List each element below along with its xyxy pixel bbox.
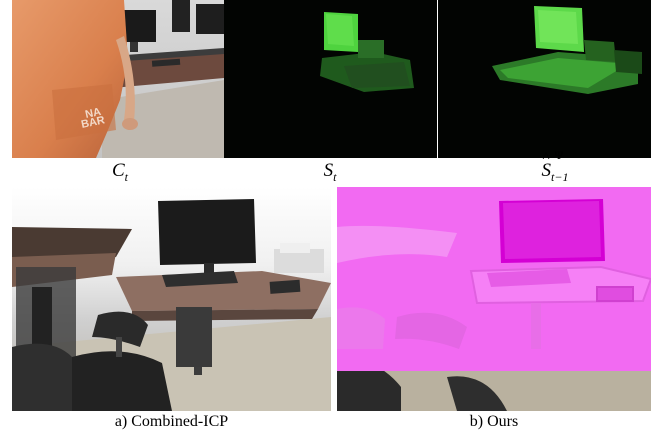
rgb-frame-panel: NA BAR [12, 0, 224, 158]
caption-ct-sub: t [125, 170, 128, 184]
caption-combined-icp: a) Combined-ICP [12, 413, 331, 431]
caption-st-symbol: S [324, 160, 334, 181]
prediction-panel [438, 0, 651, 158]
rgb-frame-image: NA BAR [12, 0, 224, 158]
caption-ct-symbol: C [112, 160, 125, 181]
segmentation-image [224, 0, 437, 158]
caption-shat-symbol-wrap: ^ S Ψ [542, 160, 552, 182]
caption-shat-sup: Ψ [555, 148, 564, 163]
ours-panel [337, 187, 651, 411]
caption-ours: b) Ours [337, 413, 651, 431]
hat-accent: ^ [543, 150, 550, 167]
prediction-image [438, 0, 651, 158]
caption-st: St [310, 160, 350, 185]
caption-shat-sub: t−1 [551, 170, 568, 184]
combined-icp-image [12, 187, 331, 411]
segmentation-panel [224, 0, 437, 158]
ours-image [337, 187, 651, 411]
caption-ct: Ct [100, 160, 140, 185]
caption-st-sub: t [333, 170, 336, 184]
caption-shat: ^ S Ψ t−1 [520, 160, 590, 185]
combined-icp-panel [12, 187, 331, 411]
